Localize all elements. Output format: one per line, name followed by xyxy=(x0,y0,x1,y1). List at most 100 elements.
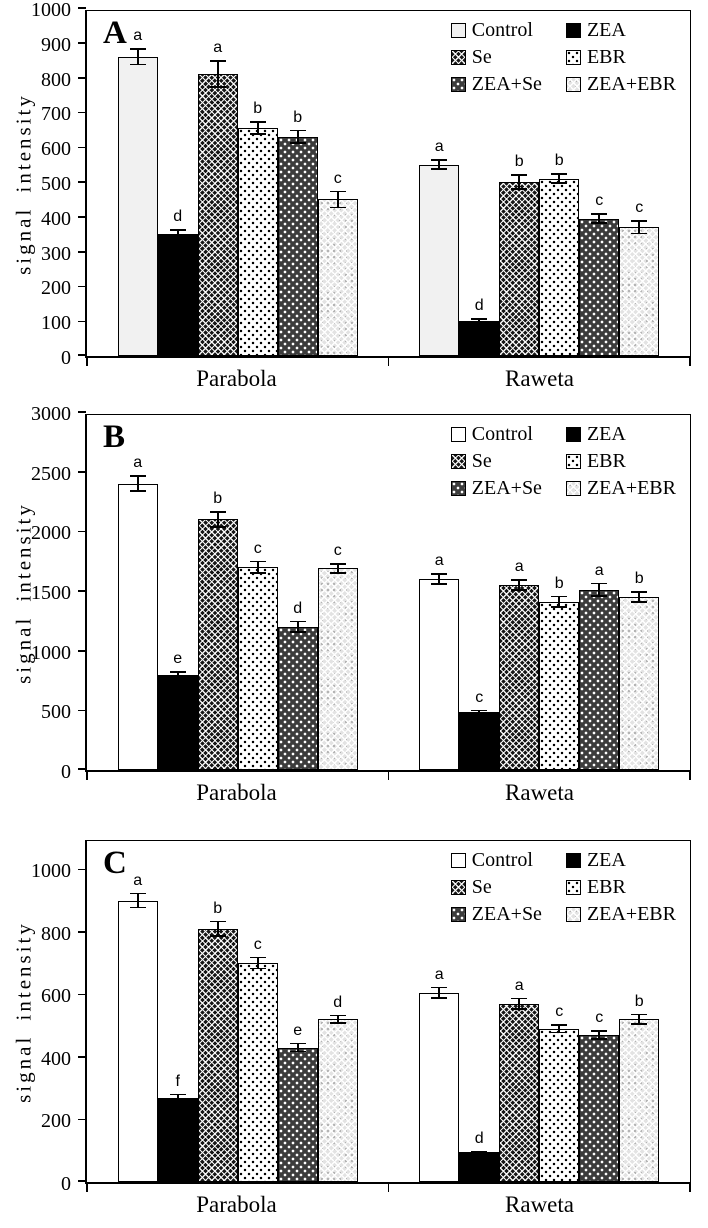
bar-ZEA-Raweta xyxy=(459,321,500,356)
error-bar xyxy=(431,986,448,1000)
error-bar-line xyxy=(478,318,481,324)
legend-swatch-icon xyxy=(450,76,466,92)
legend-label: ZEA+Se xyxy=(471,477,542,499)
bar-Control-Raweta xyxy=(419,992,460,1182)
sig-letter: b xyxy=(213,899,223,917)
bar-slot: c xyxy=(237,415,278,770)
legend-label: Control xyxy=(471,423,533,445)
y-tick-label: 900 xyxy=(41,33,71,56)
bar-slot: b xyxy=(237,11,278,356)
panel-letter-A: A xyxy=(103,15,127,51)
sig-letter: e xyxy=(173,649,183,667)
legend-label: ZEA xyxy=(586,423,626,445)
y-tick-mark xyxy=(78,650,86,652)
error-bar-cap-bottom xyxy=(289,1050,306,1053)
error-bar-cap-bottom xyxy=(169,237,186,240)
error-bar-cap-bottom xyxy=(329,1022,346,1025)
error-bar-line xyxy=(598,213,601,224)
legend-item-ZEA+EBR: ZEA+EBR xyxy=(565,903,676,925)
legend-swatch-icon xyxy=(450,22,466,38)
error-bar-line xyxy=(558,1024,561,1034)
y-tick-label: 0 xyxy=(61,1173,71,1195)
bar-slot: b xyxy=(499,11,540,356)
bar-slot: b xyxy=(539,415,580,770)
bar-slot: c xyxy=(317,11,358,356)
x-tick-mark xyxy=(86,357,88,366)
y-tick-label: 1000 xyxy=(31,0,71,21)
bar-slot: f xyxy=(157,841,198,1182)
y-tick-mark xyxy=(78,111,86,114)
error-bar xyxy=(249,956,266,970)
error-bar-cap-top xyxy=(471,318,488,321)
bar-slot: d xyxy=(317,841,358,1182)
bar-ZEA+EBR-Raweta xyxy=(619,227,660,356)
error-bar-cap-top xyxy=(249,956,266,959)
bar-group-Parabola: a f b c e d xyxy=(87,841,389,1182)
x-tick-mark xyxy=(387,1183,390,1192)
y-tick-label: 1000 xyxy=(31,860,71,883)
legend-label: ZEA xyxy=(586,849,626,871)
error-bar-cap-top xyxy=(631,1013,648,1016)
error-bar-cap-bottom xyxy=(249,967,266,970)
plot-area: B Control ZEA Se EBR ZEA+Se ZEA+EBR a e b c d c a c a b a… xyxy=(78,411,691,780)
bar-slot: a xyxy=(419,841,460,1182)
bar-slot: a xyxy=(419,11,460,356)
category-label-Parabola: Parabola xyxy=(196,1192,277,1217)
sig-letter: a xyxy=(434,138,444,156)
category-labels: Parabola Raweta xyxy=(85,366,691,392)
error-bar xyxy=(511,174,528,190)
error-bar-cap-top xyxy=(129,892,146,895)
y-tick-mark xyxy=(78,181,86,183)
y-tick-mark xyxy=(78,590,86,592)
error-bar xyxy=(209,511,226,528)
error-bar-line xyxy=(478,709,481,714)
error-bar-cap-top xyxy=(169,1093,186,1096)
bar-Se-Raweta xyxy=(499,585,540,770)
y-tick-label: 800 xyxy=(41,68,71,91)
error-bar xyxy=(169,1093,186,1102)
y-tick-mark xyxy=(78,1180,86,1182)
bar-slot: a xyxy=(117,11,158,356)
bar-ZEA+EBR-Parabola xyxy=(317,199,358,356)
sig-letter: b xyxy=(293,108,303,126)
error-bar-cap-top xyxy=(511,579,528,581)
sig-letter: a xyxy=(213,39,223,57)
error-bar-cap-bottom xyxy=(471,322,488,324)
bar-ZEA-Raweta xyxy=(459,711,500,770)
sig-letter: d xyxy=(474,1129,484,1147)
bar-ZEA+Se-Parabola xyxy=(277,1047,318,1182)
y-tick-label: 0 xyxy=(61,761,71,783)
legend-label: ZEA xyxy=(586,19,626,41)
legend-item-Control: Control xyxy=(450,19,542,41)
y-tick-label: 400 xyxy=(41,207,71,230)
error-bar xyxy=(209,60,226,89)
y-tick-mark xyxy=(78,530,86,533)
sig-letter: d xyxy=(293,599,303,617)
sig-letter: c xyxy=(333,169,342,187)
legend-label: Se xyxy=(471,450,492,472)
plot-area: A Control ZEA Se EBR ZEA+Se ZEA+EBR a d a b b c a d b b c… xyxy=(78,7,691,366)
error-bar-cap-top xyxy=(169,670,186,673)
error-bar-cap-top xyxy=(471,709,488,712)
error-bar-cap-top xyxy=(591,213,608,215)
legend-item-ZEA: ZEA xyxy=(565,19,676,41)
error-bar-cap-bottom xyxy=(471,1152,488,1154)
sig-letter: b xyxy=(253,100,263,118)
error-bar-line xyxy=(598,1030,601,1040)
legend-swatch-icon xyxy=(450,879,466,895)
y-tick-label: 400 xyxy=(41,1047,71,1070)
error-bar xyxy=(591,1030,608,1040)
error-bar-line xyxy=(296,129,299,144)
error-bar-cap-top xyxy=(209,60,226,62)
bar-slot: a xyxy=(117,841,158,1182)
category-labels: Parabola Raweta xyxy=(85,1192,691,1218)
legend-label: ZEA+Se xyxy=(471,903,542,925)
sig-letter: a xyxy=(133,871,143,889)
sig-letter: a xyxy=(434,552,444,570)
legend-item-Se: Se xyxy=(450,46,542,68)
panel-letter-C: C xyxy=(103,845,127,881)
sig-letter: c xyxy=(635,199,644,217)
legend-item-Se: Se xyxy=(450,876,542,898)
error-bar xyxy=(169,228,186,240)
bar-slot: c xyxy=(539,841,580,1182)
